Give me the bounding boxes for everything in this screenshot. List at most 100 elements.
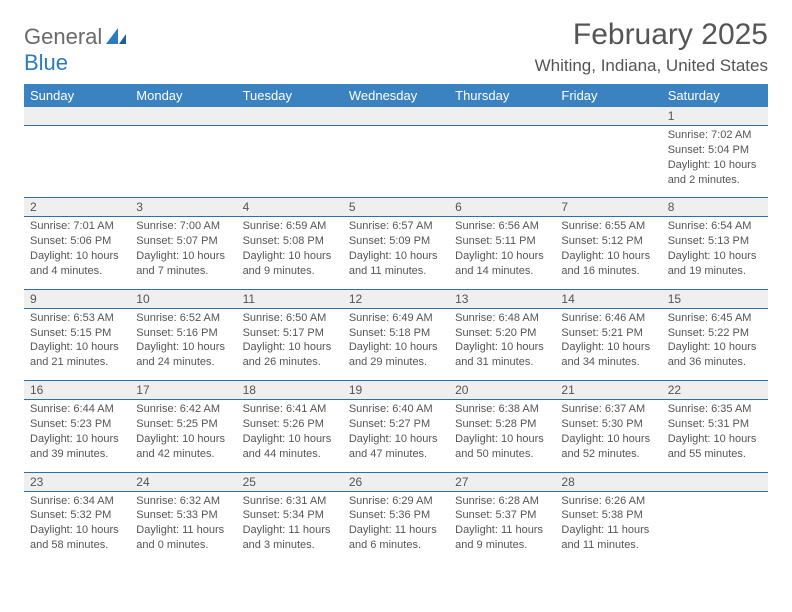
- day-number-cell: 14: [555, 289, 661, 308]
- day-detail-row: Sunrise: 6:44 AMSunset: 5:23 PMDaylight:…: [24, 400, 768, 472]
- day-d1: Daylight: 10 hours: [668, 340, 762, 355]
- weekday-header: Friday: [555, 84, 661, 107]
- day-d2: and 3 minutes.: [243, 538, 337, 553]
- day-d1: Daylight: 11 hours: [136, 523, 230, 538]
- day-ss: Sunset: 5:37 PM: [455, 508, 549, 523]
- day-ss: Sunset: 5:09 PM: [349, 234, 443, 249]
- weekday-header: Sunday: [24, 84, 130, 107]
- day-sr: Sunrise: 7:01 AM: [30, 219, 124, 234]
- day-ss: Sunset: 5:15 PM: [30, 326, 124, 341]
- day-detail-cell: Sunrise: 6:32 AMSunset: 5:33 PMDaylight:…: [130, 491, 236, 563]
- day-detail-row: Sunrise: 6:34 AMSunset: 5:32 PM Daylight:…: [24, 491, 768, 563]
- day-ss: Sunset: 5:18 PM: [349, 326, 443, 341]
- day-ss: Sunset: 5:07 PM: [136, 234, 230, 249]
- day-number-cell: 21: [555, 381, 661, 400]
- day-number-cell: [343, 107, 449, 126]
- day-ss: Sunset: 5:22 PM: [668, 326, 762, 341]
- day-detail-cell: Sunrise: 6:35 AMSunset: 5:31 PMDaylight:…: [662, 400, 768, 472]
- day-number-row: 1: [24, 107, 768, 126]
- day-d2: and 6 minutes.: [349, 538, 443, 553]
- day-d1: Daylight: 10 hours: [30, 340, 124, 355]
- day-sr: Sunrise: 6:59 AM: [243, 219, 337, 234]
- day-number-cell: [555, 107, 661, 126]
- day-number-cell: 20: [449, 381, 555, 400]
- day-number-row: 2345678: [24, 198, 768, 217]
- day-detail-cell: Sunrise: 6:46 AMSunset: 5:21 PMDaylight:…: [555, 308, 661, 380]
- day-detail-cell: [343, 126, 449, 198]
- day-number-cell: [449, 107, 555, 126]
- day-ss: Sunset: 5:16 PM: [136, 326, 230, 341]
- day-sr: Sunrise: 6:32 AM: [136, 494, 230, 509]
- day-sr: Sunrise: 6:45 AM: [668, 311, 762, 326]
- day-number-cell: 25: [237, 472, 343, 491]
- day-detail-cell: Sunrise: 6:48 AMSunset: 5:20 PMDaylight:…: [449, 308, 555, 380]
- day-sr: Sunrise: 6:28 AM: [455, 494, 549, 509]
- day-number-cell: 7: [555, 198, 661, 217]
- day-d1: Daylight: 10 hours: [243, 432, 337, 447]
- day-d2: and 11 minutes.: [561, 538, 655, 553]
- day-detail-cell: Sunrise: 6:54 AMSunset: 5:13 PMDaylight:…: [662, 217, 768, 289]
- day-d2: and 50 minutes.: [455, 447, 549, 462]
- day-sr: Sunrise: 6:56 AM: [455, 219, 549, 234]
- day-ss: Sunset: 5:32 PM: [30, 508, 124, 523]
- day-sr: Sunrise: 6:54 AM: [668, 219, 762, 234]
- day-sr: Sunrise: 6:40 AM: [349, 402, 443, 417]
- day-number-cell: 19: [343, 381, 449, 400]
- day-sr: Sunrise: 6:48 AM: [455, 311, 549, 326]
- day-number-cell: [662, 472, 768, 491]
- day-number-row: 9101112131415: [24, 289, 768, 308]
- day-ss: Sunset: 5:33 PM: [136, 508, 230, 523]
- day-number-cell: 8: [662, 198, 768, 217]
- day-d2: and 58 minutes.: [30, 538, 124, 553]
- day-ss: Sunset: 5:27 PM: [349, 417, 443, 432]
- day-ss: Sunset: 5:20 PM: [455, 326, 549, 341]
- weekday-header-row: Sunday Monday Tuesday Wednesday Thursday…: [24, 84, 768, 107]
- day-d2: and 7 minutes.: [136, 264, 230, 279]
- day-detail-cell: Sunrise: 6:55 AMSunset: 5:12 PMDaylight:…: [555, 217, 661, 289]
- day-number-cell: 16: [24, 381, 130, 400]
- day-number-cell: [24, 107, 130, 126]
- day-d2: and 39 minutes.: [30, 447, 124, 462]
- day-d2: and 11 minutes.: [349, 264, 443, 279]
- day-sr: Sunrise: 7:00 AM: [136, 219, 230, 234]
- logo: General Blue: [24, 24, 126, 76]
- day-sr: Sunrise: 6:34 AM: [30, 494, 124, 509]
- day-d1: Daylight: 10 hours: [668, 249, 762, 264]
- day-detail-cell: Sunrise: 7:00 AMSunset: 5:07 PMDaylight:…: [130, 217, 236, 289]
- day-d1: Daylight: 10 hours: [349, 249, 443, 264]
- day-detail-cell: [662, 491, 768, 563]
- day-detail-cell: [24, 126, 130, 198]
- day-number-row: 232425262728: [24, 472, 768, 491]
- day-d2: and 21 minutes.: [30, 355, 124, 370]
- day-ss: Sunset: 5:04 PM: [668, 143, 762, 158]
- day-d2: and 4 minutes.: [30, 264, 124, 279]
- day-detail-cell: Sunrise: 6:42 AMSunset: 5:25 PMDaylight:…: [130, 400, 236, 472]
- day-d1: Daylight: 10 hours: [243, 249, 337, 264]
- day-detail-cell: Sunrise: 6:56 AMSunset: 5:11 PMDaylight:…: [449, 217, 555, 289]
- day-detail-cell: Sunrise: 6:59 AMSunset: 5:08 PMDaylight:…: [237, 217, 343, 289]
- day-d2: and 16 minutes.: [561, 264, 655, 279]
- day-number-cell: 24: [130, 472, 236, 491]
- day-ss: Sunset: 5:06 PM: [30, 234, 124, 249]
- day-ss: Sunset: 5:26 PM: [243, 417, 337, 432]
- day-d1: Daylight: 10 hours: [136, 432, 230, 447]
- day-detail-cell: Sunrise: 6:29 AMSunset: 5:36 PMDaylight:…: [343, 491, 449, 563]
- day-ss: Sunset: 5:23 PM: [30, 417, 124, 432]
- day-ss: Sunset: 5:17 PM: [243, 326, 337, 341]
- day-sr: Sunrise: 6:50 AM: [243, 311, 337, 326]
- day-ss: Sunset: 5:31 PM: [668, 417, 762, 432]
- day-d2: and 52 minutes.: [561, 447, 655, 462]
- day-number-cell: 26: [343, 472, 449, 491]
- day-detail-cell: Sunrise: 6:44 AMSunset: 5:23 PMDaylight:…: [24, 400, 130, 472]
- day-number-cell: [237, 107, 343, 126]
- day-detail-cell: Sunrise: 6:34 AMSunset: 5:32 PMDaylight:…: [24, 491, 130, 563]
- day-number-cell: 5: [343, 198, 449, 217]
- day-sr: Sunrise: 6:55 AM: [561, 219, 655, 234]
- day-sr: Sunrise: 6:41 AM: [243, 402, 337, 417]
- day-ss: Sunset: 5:36 PM: [349, 508, 443, 523]
- day-d2: and 31 minutes.: [455, 355, 549, 370]
- day-number-cell: 9: [24, 289, 130, 308]
- day-d1: Daylight: 10 hours: [136, 249, 230, 264]
- day-sr: Sunrise: 6:52 AM: [136, 311, 230, 326]
- day-number-cell: 28: [555, 472, 661, 491]
